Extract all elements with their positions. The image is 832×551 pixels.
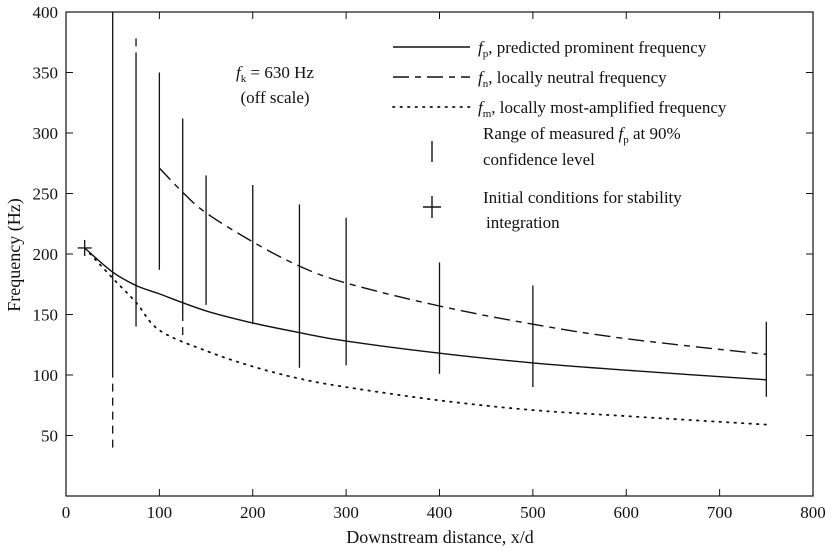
legend-fm-label: fm, locally most-amplified frequency [478,98,727,120]
legend: fp, predicted prominent frequency fn, lo… [393,38,727,232]
axis-ticks [66,12,813,496]
y-tick-label: 150 [33,306,59,325]
legend-ic-label-line1: Initial conditions for stability [483,188,682,207]
x-tick-label: 0 [62,503,71,522]
x-tick-label: 600 [614,503,640,522]
legend-range-label-line2: confidence level [483,150,595,169]
x-tick-label: 300 [333,503,359,522]
legend-fp-label: fp, predicted prominent frequency [478,38,707,60]
legend-ic-label-line2: integration [486,213,560,232]
x-axis-label: Downstream distance, x/d [346,527,533,547]
series-line-solid [85,248,767,380]
series-line-dot [85,248,767,425]
y-tick-label: 350 [33,64,59,83]
y-tick-label: 300 [33,124,59,143]
plot-frame [66,12,813,496]
x-tick-label: 400 [427,503,453,522]
x-tick-label: 100 [147,503,173,522]
y-axis-label: Frequency (Hz) [4,198,25,311]
annotation-line1: fk = 630 Hz [236,63,314,85]
y-tick-label: 100 [33,366,59,385]
x-tick-label: 700 [707,503,733,522]
y-tick-label: 50 [41,427,58,446]
annotation-line2: (off scale) [240,88,309,107]
x-tick-label: 500 [520,503,546,522]
y-tick-label: 400 [33,3,59,22]
y-tick-label: 200 [33,245,59,264]
axis-tick-labels: 0 100 200 300 400 500 600 700 800 50 100 150 200 250 3… [33,3,826,522]
legend-fn-label: fn, locally neutral frequency [478,68,667,90]
x-tick-label: 200 [240,503,266,522]
legend-range-label-line1: Range of measured fp at 90% [483,124,681,146]
x-tick-label: 800 [800,503,826,522]
y-tick-label: 250 [33,185,59,204]
